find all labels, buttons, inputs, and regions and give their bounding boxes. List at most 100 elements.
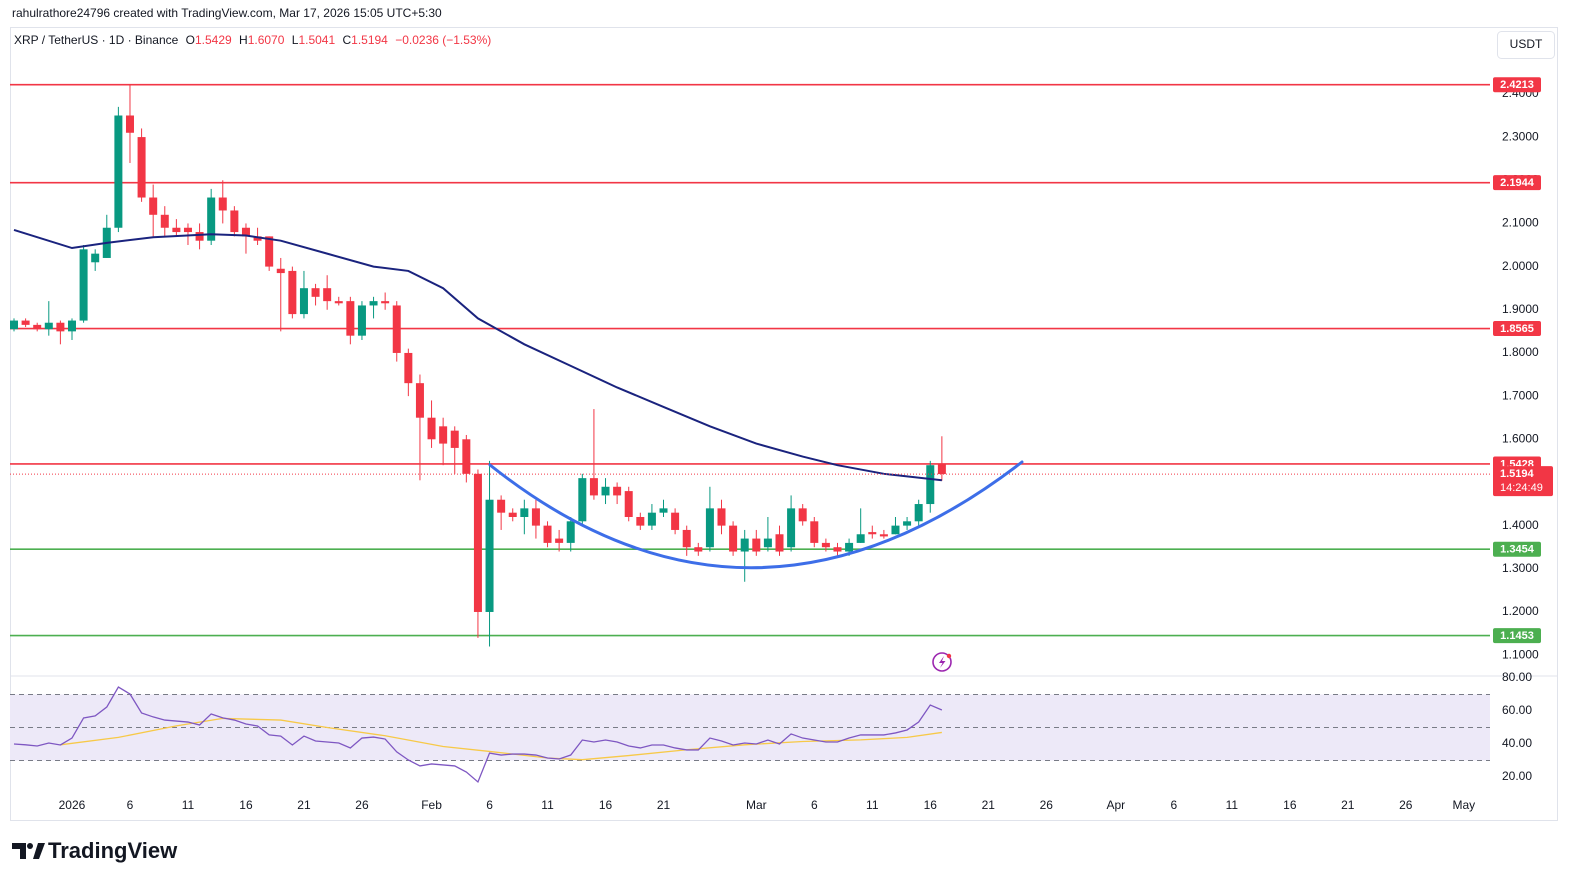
candle-body [508,512,517,517]
alert-dot [946,653,952,659]
candle-body [137,137,146,198]
rsi-line [60,717,942,761]
candle-body [33,324,42,330]
candle-body [694,547,703,552]
currency[interactable]: USDT [1510,37,1543,51]
level-label: 1.8565 [1500,323,1534,335]
x-tick-label: 6 [1170,798,1177,812]
x-tick-label: 26 [1040,798,1054,812]
x-tick-label: May [1452,798,1475,812]
x-tick-label: Feb [421,798,442,812]
x-tick-label: 21 [657,798,671,812]
candle-body [775,534,784,552]
candle-body [856,534,865,543]
x-tick-label: Apr [1107,798,1126,812]
candle-body [682,529,691,548]
y-tick-label: 60.00 [1502,703,1532,717]
x-tick-label: 16 [1283,798,1297,812]
candle-body [647,512,656,526]
candle-body [589,478,598,496]
candle-body [891,525,900,535]
candle-body [311,288,320,297]
level-label-box [1493,77,1541,93]
x-tick-label: 2026 [59,798,86,812]
x-tick-label: 16 [239,798,253,812]
brand-logo [12,843,45,859]
candle-body [67,320,76,332]
candle-body [415,383,424,418]
level-label-box [1493,175,1541,191]
x-tick-label: 6 [811,798,818,812]
x-tick-label: 11 [1226,798,1239,812]
level-label: 2.4213 [1500,79,1534,91]
candle-body [845,542,854,552]
candle-body [323,288,332,302]
y-tick-label: 40.00 [1502,736,1532,750]
change: −0.0236 (−1.53%) [395,33,491,47]
candle-body [172,227,181,233]
y-tick-label: 1.8000 [1502,345,1539,359]
candle-body [114,115,123,228]
ohlc-value: 1.5194 [351,33,388,47]
candle-body [253,236,262,241]
candle-body [392,305,401,353]
ohlc-value: 1.6070 [248,33,285,47]
candle-body [705,508,714,548]
ohlc-value: 1.5429 [195,33,232,47]
candle-body [787,508,796,548]
candle-body [914,504,923,522]
legend: XRP / TetherUS · 1D · Binance O1.5429 H1… [14,33,491,47]
x-tick-label: 11 [866,798,879,812]
y-tick-label: 1.4000 [1502,518,1539,532]
candle-body [44,322,53,330]
candle-body [613,486,622,496]
candle-body [230,210,239,233]
candle-body [729,525,738,552]
symbol: XRP / TetherUS · 1D · Binance [14,33,179,47]
y-tick-label: 2.0000 [1502,259,1539,273]
candle-body [299,288,308,315]
last-price-label: 1.5194 [1500,468,1535,480]
candle-body [346,301,355,336]
price-axis: 1.10001.20001.30001.40001.50001.60001.70… [59,77,1553,812]
ohlc-key: H [239,33,248,47]
candle-body [717,508,726,526]
level-label-box [1493,321,1541,337]
candle-body [195,232,204,241]
level-label: 1.1453 [1500,630,1534,642]
candle-body [578,478,587,522]
alert-bolt [939,656,946,668]
y-tick-label: 1.9000 [1502,302,1539,316]
y-tick-label: 1.7000 [1502,388,1539,402]
x-tick-label: 26 [1399,798,1413,812]
x-tick-label: 21 [982,798,996,812]
ohlc-key: L [292,33,299,47]
x-tick-label: 6 [486,798,493,812]
candle-body [10,320,18,330]
candle-body [160,214,169,228]
candle-body [497,499,506,513]
level-label: 1.3454 [1500,544,1535,556]
price-pane [10,83,1490,647]
header: rahulrathore24796 created with TradingVi… [12,6,442,20]
x-tick-label: Mar [746,798,767,812]
brand: TradingView [48,838,178,863]
ohlc-value: 1.5041 [298,33,335,47]
candle-body [531,508,540,526]
last-price-box [1493,466,1553,497]
candle-body [763,538,772,548]
candle-body [462,439,471,474]
x-tick-label: 6 [127,798,134,812]
candle-body [636,516,645,526]
ohlc-key: C [342,33,351,47]
candle-body [218,197,227,211]
logo-mark [12,843,26,859]
candle-body [833,547,842,552]
candle-body [659,508,668,513]
y-tick-label: 1.6000 [1502,431,1539,445]
currency-button[interactable] [1497,31,1555,59]
y-tick-label: 2.1000 [1502,216,1539,230]
candle-body [450,430,459,448]
candle-body [91,253,100,263]
